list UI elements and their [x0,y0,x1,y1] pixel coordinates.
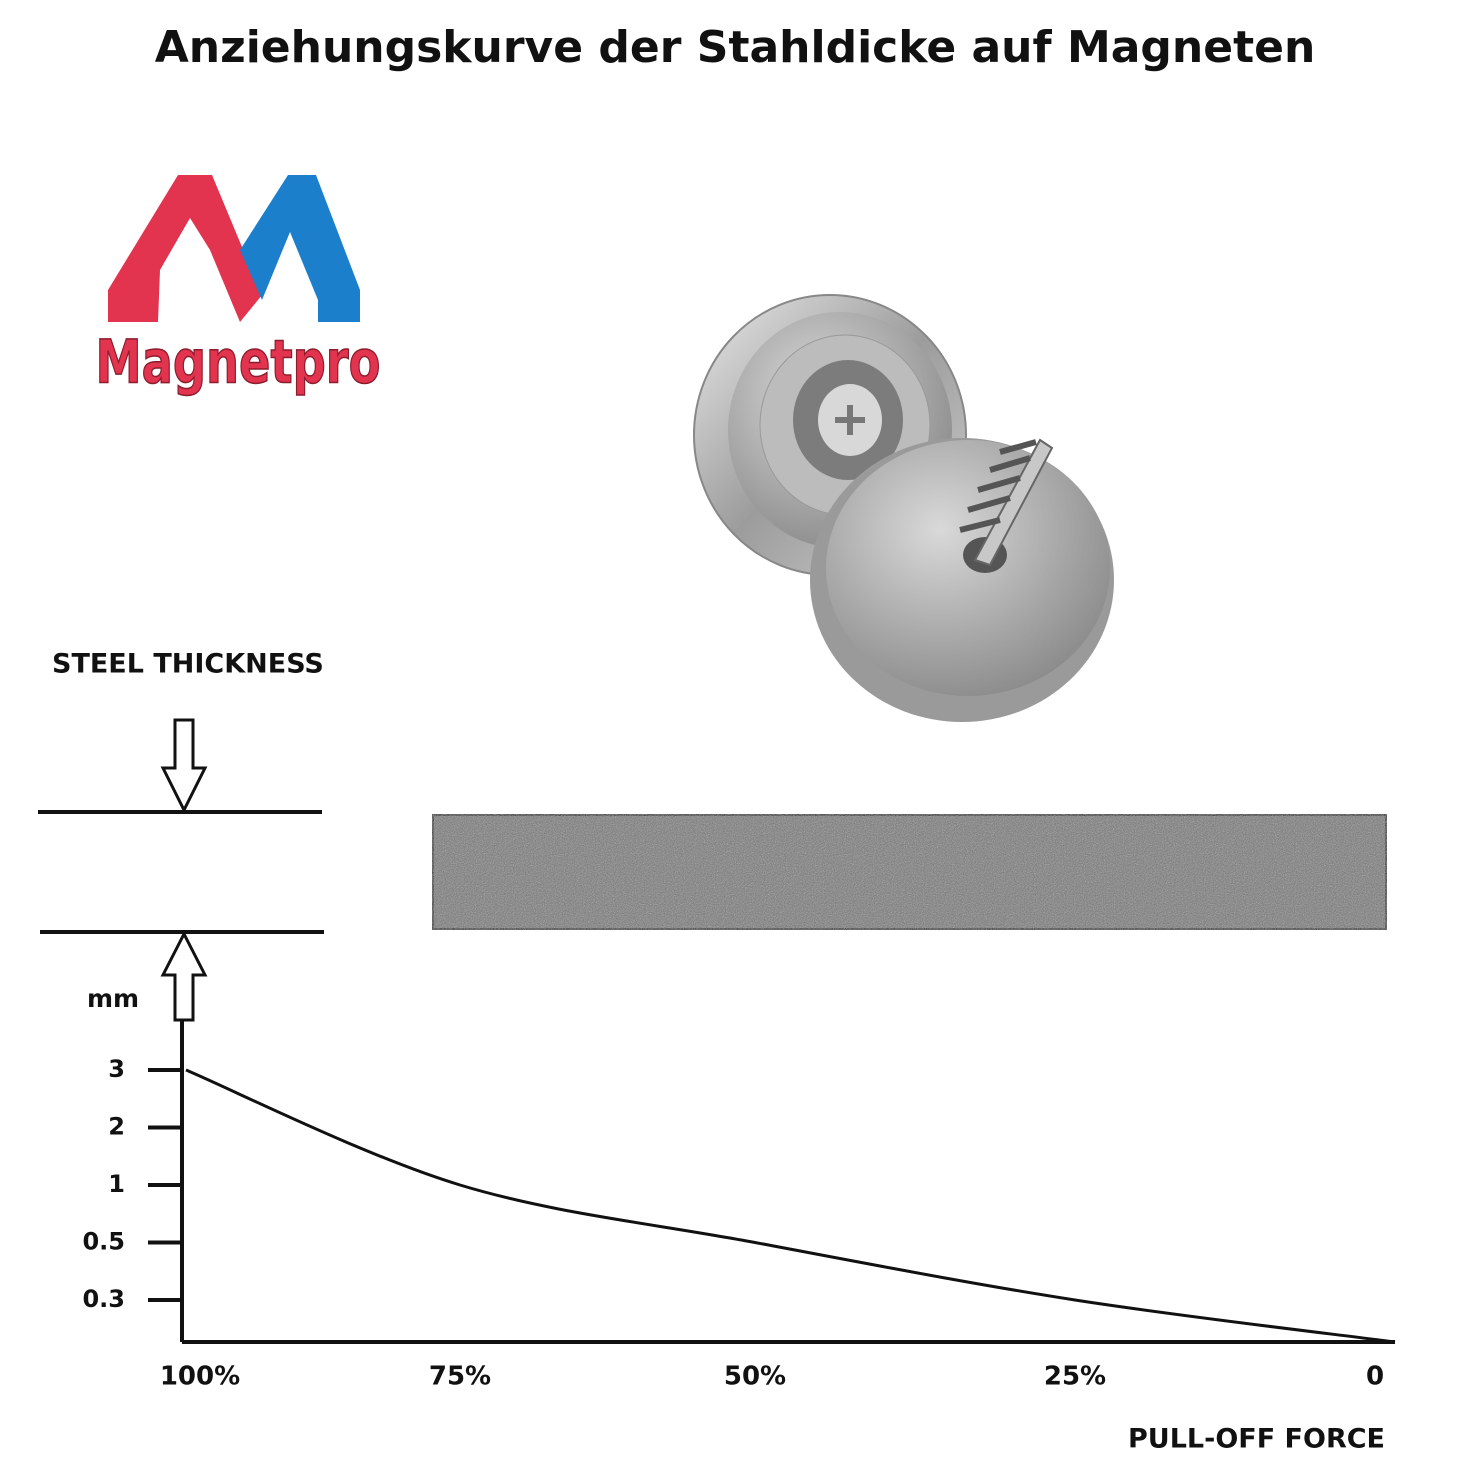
y-tick-label: 0.3 [82,1285,125,1313]
logo: Magnetpro [95,175,381,398]
y-tick-label: 1 [108,1170,125,1198]
curve [185,1068,1396,1344]
annotation: STEEL THICKNESS [52,649,324,680]
chart-title: Anziehungskurve der Stahldicke auf Magne… [155,22,1316,73]
x-tick-label: 25% [1044,1362,1106,1392]
y-axis-label: mm [87,984,139,1013]
x-tick-label: 0 [1366,1362,1384,1392]
y-tick-label: 3 [108,1055,125,1083]
x-axis-label: PULL-OFF FORCE [1128,1424,1385,1455]
thickness-diagram [38,718,1389,1022]
product-image [693,294,1114,722]
x-tick-label: 50% [724,1362,786,1392]
y-tick-label: 2 [108,1113,125,1141]
x-tick-label: 75% [429,1362,491,1392]
logo-text: Magnetpro [96,328,381,398]
x-tick-label: 100% [160,1362,240,1392]
y-tick-label: 0.5 [82,1228,125,1256]
